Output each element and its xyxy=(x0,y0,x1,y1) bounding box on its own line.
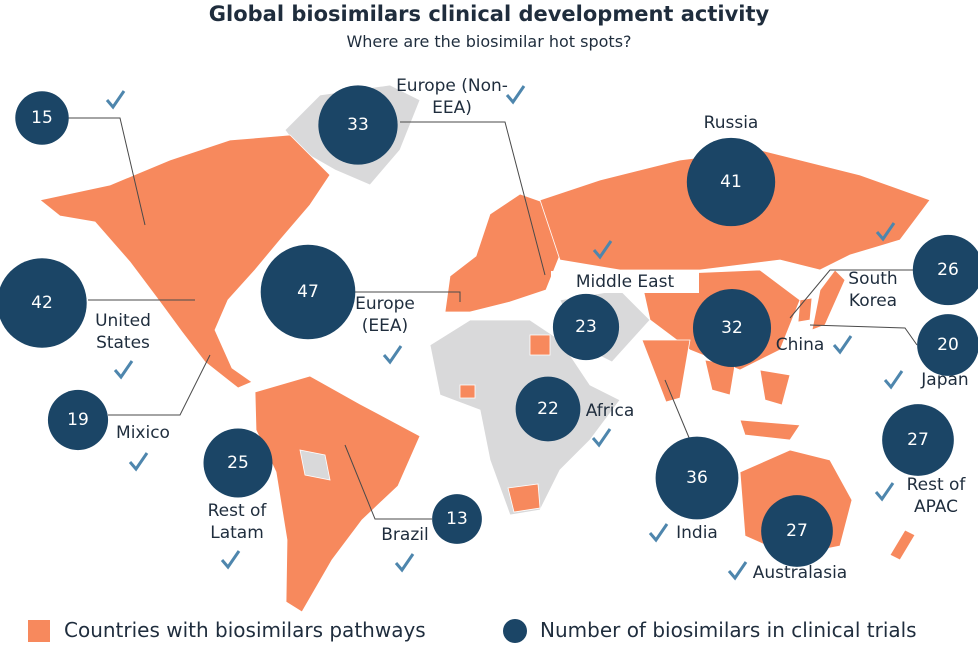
bubble-value: 23 xyxy=(575,317,597,337)
check-mark xyxy=(874,482,895,502)
legend-label: Countries with biosimilars pathways xyxy=(64,618,426,642)
leader-line xyxy=(64,117,146,226)
bubble xyxy=(260,244,356,340)
check-mark xyxy=(128,452,149,472)
check-mark xyxy=(220,550,241,570)
bubble xyxy=(15,91,69,145)
north-america xyxy=(39,134,331,389)
bubble-value: 25 xyxy=(227,453,249,473)
bubble-value: 41 xyxy=(720,172,742,192)
bubble xyxy=(917,314,978,376)
region-label: India xyxy=(676,523,718,543)
bubble-value: 19 xyxy=(67,410,89,430)
japan-korea xyxy=(797,269,846,331)
region-label: Russia xyxy=(703,113,759,133)
bubble-value: 15 xyxy=(31,108,53,128)
legend-label: Number of biosimilars in clinical trials xyxy=(540,618,917,642)
check-mark xyxy=(875,222,896,242)
bubble xyxy=(912,234,978,306)
bubble-value: 42 xyxy=(31,293,53,313)
leader-line xyxy=(344,444,432,520)
leader-line xyxy=(789,269,918,319)
region-label: Middle East xyxy=(551,271,699,293)
check-mark xyxy=(591,428,612,448)
bubble-value: 20 xyxy=(937,335,959,355)
bubble-value: 22 xyxy=(537,399,559,419)
region-label: Japan xyxy=(921,370,969,390)
region-label: Australasia xyxy=(752,563,848,583)
check-mark xyxy=(105,90,126,110)
subtitle: Where are the biosimilar hot spots? xyxy=(346,32,632,51)
bubble-value: 32 xyxy=(721,318,743,338)
check-mark xyxy=(832,335,853,355)
region-label: Brazil xyxy=(381,525,429,545)
region-label: Africa xyxy=(585,401,635,421)
new-zealand xyxy=(889,529,916,561)
bubble-value: 27 xyxy=(907,430,929,450)
legend-swatch xyxy=(503,619,527,643)
region-label: Rest of APAC xyxy=(906,475,966,517)
land xyxy=(39,84,931,613)
region-label: South Korea xyxy=(848,269,898,311)
bubble xyxy=(552,293,620,361)
check-mark xyxy=(883,370,904,390)
region-label: Rest of Latam xyxy=(207,501,267,543)
region-label: Mixico xyxy=(116,423,170,443)
leader-line xyxy=(108,354,211,416)
legend-swatch xyxy=(28,620,50,642)
bubble xyxy=(432,494,482,544)
bubble-value: 27 xyxy=(786,521,808,541)
bubble xyxy=(692,288,772,368)
leader-line xyxy=(809,324,918,346)
check-mark xyxy=(394,553,415,573)
check-mark xyxy=(382,345,403,365)
bubble xyxy=(515,376,581,442)
region-label: United States xyxy=(95,311,151,353)
bubble xyxy=(318,85,398,165)
bubble xyxy=(882,404,954,476)
bubble xyxy=(686,137,776,227)
region-label: Europe (Non-EEA) xyxy=(396,76,508,118)
india xyxy=(641,339,691,403)
leader-line xyxy=(664,379,691,441)
leader-line xyxy=(400,121,546,276)
region-label: China xyxy=(775,335,825,355)
africa-parts xyxy=(459,334,551,399)
bubble xyxy=(47,389,109,451)
title: Global biosimilars clinical development … xyxy=(208,2,770,26)
south-africa xyxy=(507,483,541,513)
bubble xyxy=(761,495,833,567)
bubble xyxy=(203,428,273,498)
region-label: Europe (EEA) xyxy=(355,294,415,336)
bubble xyxy=(0,258,87,348)
check-mark xyxy=(592,240,613,260)
south-america xyxy=(254,375,421,613)
check-mark xyxy=(648,523,669,543)
bubble-value: 33 xyxy=(347,115,369,135)
bubble xyxy=(655,436,739,520)
check-mark xyxy=(505,85,526,105)
bubble-value: 13 xyxy=(446,509,468,529)
bubble-value: 47 xyxy=(297,282,319,302)
check-mark xyxy=(113,360,134,380)
se-asia xyxy=(704,359,801,441)
leader-line xyxy=(355,291,461,302)
latam-gap xyxy=(299,449,331,481)
bubble-value: 26 xyxy=(937,260,959,280)
check-mark xyxy=(727,561,748,581)
bubble-value: 36 xyxy=(686,468,708,488)
